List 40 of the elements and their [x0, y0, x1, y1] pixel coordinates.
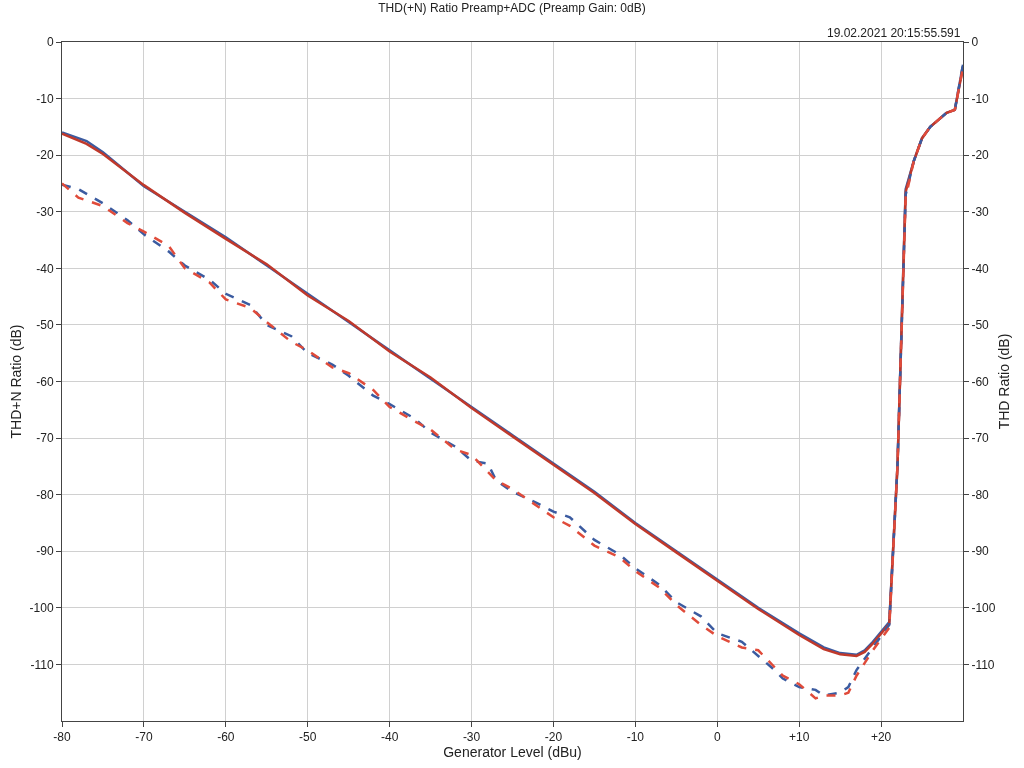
- y-tick-label: -70: [36, 431, 54, 446]
- y2-tick-label: -80: [971, 487, 990, 502]
- y-tick-label: -90: [36, 544, 54, 559]
- x-tick-label: -80: [53, 730, 71, 745]
- x-tick-label: +10: [789, 730, 810, 745]
- y-tick-label: -20: [36, 148, 54, 163]
- y2-tick-label: -50: [971, 318, 990, 333]
- y-tick-label: -110: [30, 657, 54, 672]
- y2-tick-label: 0: [971, 35, 979, 50]
- y2-axis-title: THD Ratio (dB): [996, 333, 1013, 430]
- x-tick-label: -50: [299, 730, 317, 745]
- x-tick-label: 0: [713, 730, 721, 745]
- y-tick-label: -100: [29, 601, 54, 616]
- y-tick-label: 0: [46, 35, 54, 50]
- chart-title: THD(+N) Ratio Preamp+ADC (Preamp Gain: 0dB): [378, 1, 646, 16]
- x-tick-label: -30: [462, 730, 481, 745]
- y2-tick-label: -10: [971, 91, 990, 106]
- y2-tick-label: -110: [971, 657, 995, 672]
- y-tick-label: -10: [36, 91, 54, 106]
- y2-tick-label: -70: [971, 431, 990, 446]
- x-tick-label: -40: [380, 730, 399, 745]
- y2-tick-label: -100: [971, 601, 996, 616]
- y-tick-label: -60: [36, 374, 54, 389]
- y-tick-label: -30: [36, 204, 54, 219]
- x-tick-label: -70: [135, 730, 153, 745]
- y2-tick-label: -30: [971, 204, 990, 219]
- x-tick-label: -10: [626, 730, 645, 745]
- y2-tick-label: -90: [971, 544, 990, 559]
- x-tick-label: -60: [217, 730, 235, 745]
- y-tick-label: -50: [36, 318, 54, 333]
- y-tick-label: -40: [36, 261, 54, 276]
- x-axis-title: Generator Level (dBu): [443, 744, 582, 761]
- y2-tick-label: -60: [971, 374, 990, 389]
- x-tick-label: -20: [544, 730, 563, 745]
- y2-tick-label: -20: [971, 148, 990, 163]
- x-tick-label: +20: [870, 730, 892, 745]
- y2-tick-label: -40: [971, 261, 990, 276]
- y-axis-title: THD+N Ratio (dB): [8, 324, 25, 439]
- text: 19.02.2021 20:15:55.591: [827, 26, 961, 40]
- y-tick-label: -80: [36, 487, 54, 502]
